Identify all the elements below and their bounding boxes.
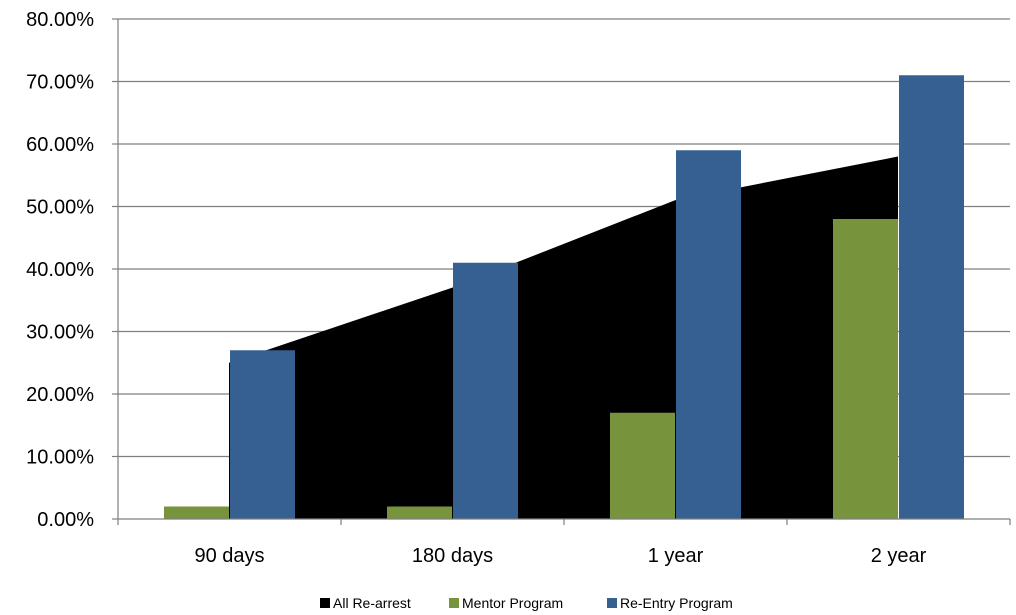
- bar-re-entry-program: [899, 75, 964, 519]
- bar-mentor-program: [164, 506, 229, 519]
- y-tick-label: 10.00%: [26, 447, 94, 469]
- y-tick-label: 50.00%: [26, 197, 94, 219]
- y-tick-label: 80.00%: [26, 9, 94, 31]
- bar-mentor-program: [833, 219, 898, 519]
- area-all-re-arrest: [229, 156, 898, 519]
- bar-re-entry-program: [453, 262, 518, 519]
- x-tick-label: 2 year: [871, 545, 927, 567]
- y-tick-label: 20.00%: [26, 384, 94, 406]
- bar-layer: [164, 75, 964, 519]
- bar-re-entry-program: [676, 150, 741, 519]
- legend-label: All Re-arrest: [333, 595, 411, 611]
- x-tick-label: 90 days: [194, 545, 264, 567]
- x-tick-label: 1 year: [648, 545, 704, 567]
- legend-label: Mentor Program: [462, 595, 563, 611]
- axis-layer: [112, 18, 1011, 525]
- legend-label: Re-Entry Program: [620, 595, 733, 611]
- y-tick-label: 0.00%: [37, 509, 94, 531]
- x-tick-label: 180 days: [412, 545, 493, 567]
- legend-layer: All Re-arrest Mentor Program Re-Entry Prog…: [320, 595, 733, 611]
- y-tick-label: 30.00%: [26, 322, 94, 344]
- bar-mentor-program: [610, 412, 675, 519]
- legend-swatch: [449, 598, 459, 608]
- bar-mentor-program: [387, 506, 452, 519]
- y-tick-label: 60.00%: [26, 134, 94, 156]
- area-layer: [229, 156, 898, 519]
- y-tick-label: 40.00%: [26, 259, 94, 281]
- label-layer: 0.00% 10.00% 20.00% 30.00% 40.00% 50.00% 60.00…: [26, 9, 926, 567]
- bar-re-entry-program: [230, 350, 295, 519]
- y-tick-label: 70.00%: [26, 72, 94, 94]
- legend-swatch: [320, 598, 330, 608]
- legend-swatch: [607, 598, 617, 608]
